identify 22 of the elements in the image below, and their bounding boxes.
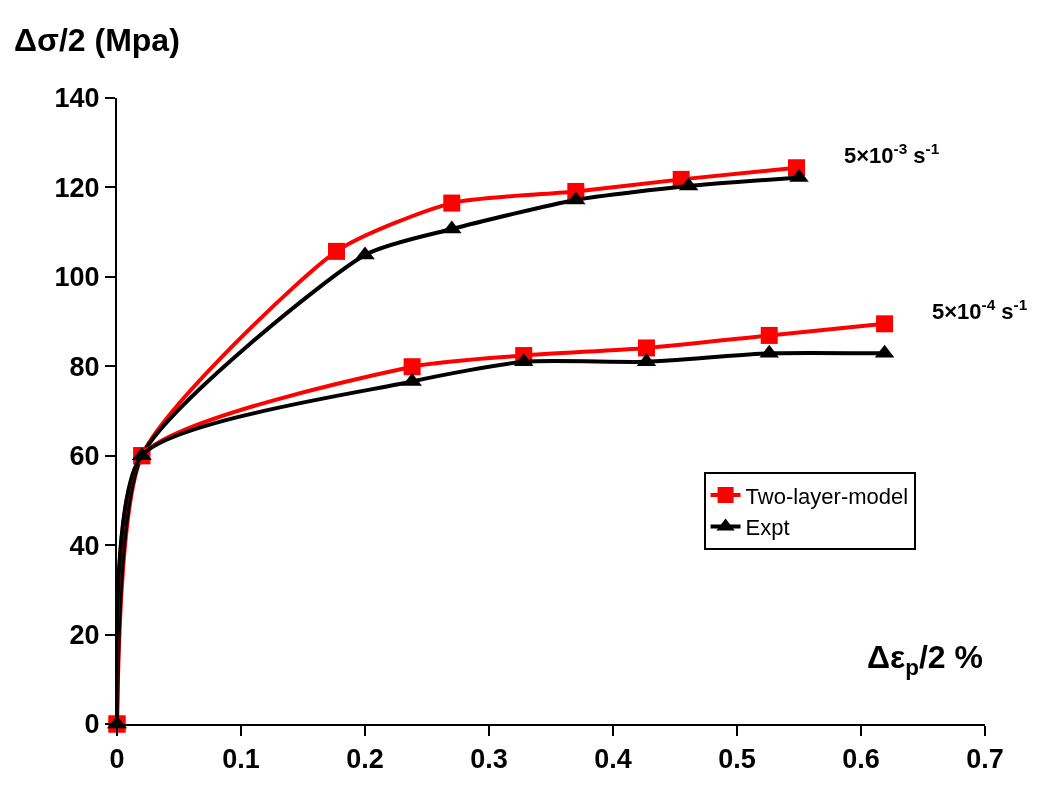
y-tick-label: 100	[54, 262, 100, 293]
y-tick-label: 120	[54, 172, 100, 203]
legend-label: Two-layer-model	[745, 483, 909, 509]
y-tick-label: 80	[69, 351, 100, 382]
x-tick-label: 0.4	[594, 744, 632, 775]
annotation: 5×10$^{-3}$ s$^{-1}$	[844, 140, 940, 169]
x-tick-label: 0.7	[966, 744, 1004, 775]
annotation: 5×10$^{-4}$ s$^{-1}$	[932, 296, 1028, 325]
y-tick-label: 20	[69, 620, 100, 651]
legend-label: Expt	[745, 515, 790, 541]
x-axis-title: Δε$_{p}$/2 %	[867, 639, 983, 680]
x-tick-label: 0.5	[718, 744, 756, 775]
x-tick-label: 0.6	[842, 744, 880, 775]
y-tick-label: 0	[84, 709, 100, 740]
y-tick-label: 60	[69, 441, 100, 472]
y-tick-label: 40	[69, 530, 100, 561]
x-tick-label: 0.2	[346, 744, 384, 775]
x-tick-label: 0	[109, 744, 125, 775]
y-tick-label: 140	[54, 83, 100, 114]
x-tick-label: 0.3	[470, 744, 508, 775]
y-axis-title: Δσ/2 (Mpa)	[14, 22, 180, 58]
x-tick-label: 0.1	[222, 744, 260, 775]
